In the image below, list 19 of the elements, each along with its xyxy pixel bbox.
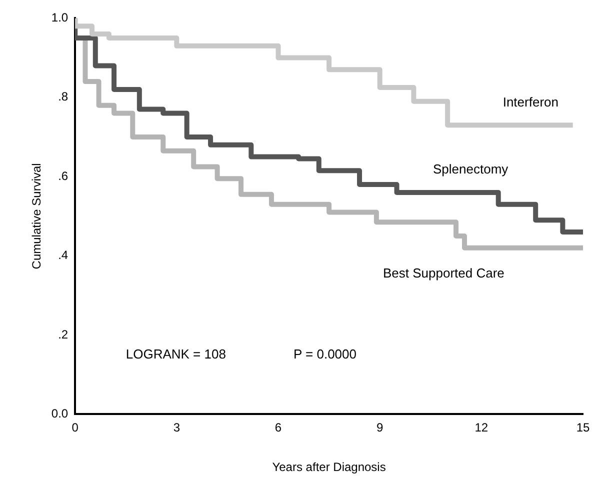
y-tick-label: 0.0 [51,406,68,421]
x-tick-label: 9 [376,420,384,435]
x-tick-label: 3 [173,420,180,435]
x-tick-label: 15 [576,420,590,435]
y-tick-label: .6 [58,168,68,183]
x-tick-label: 6 [274,420,282,435]
annotation: LOGRANK = 108 [126,346,226,362]
y-tick-label: .2 [58,327,68,342]
y-tick-label: 1.0 [51,10,68,25]
x-tick-label: 12 [474,420,488,435]
series-label: Splenectomy [433,162,509,177]
y-tick-label: .8 [58,90,68,104]
x-tick-label: 0 [72,420,79,435]
series-label: Interferon [502,94,558,110]
series-label: Best Supported Care [383,265,504,280]
y-tick-label: .4 [58,248,68,262]
y-axis-title: Cumulative Survival [30,163,44,270]
x-axis-title: Years after Diagnosis [272,460,386,474]
annotation: P = 0.0000 [293,346,356,362]
